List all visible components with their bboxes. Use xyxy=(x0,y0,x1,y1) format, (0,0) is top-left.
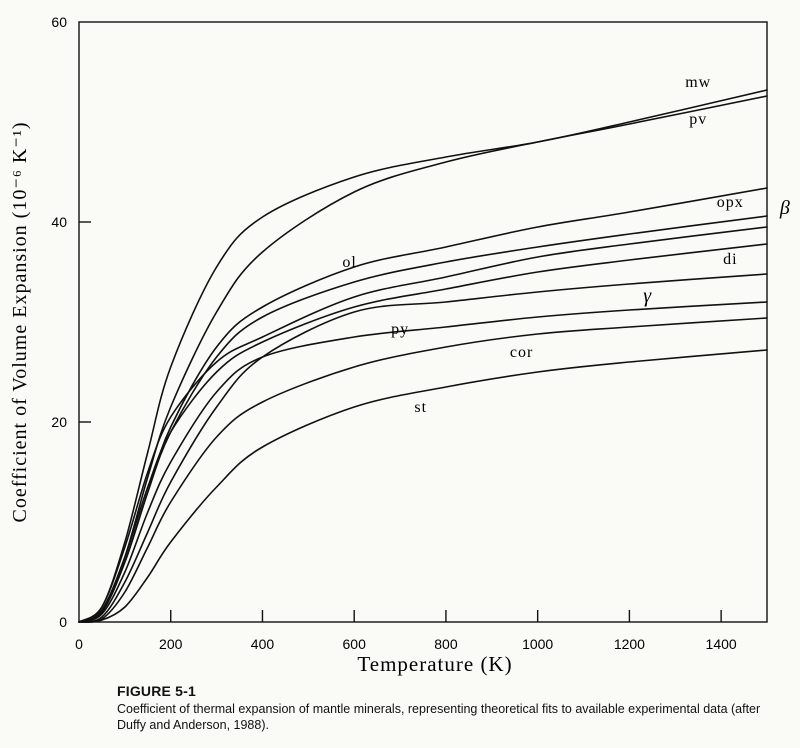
x-tick-label: 200 xyxy=(159,636,183,652)
curve-label: py xyxy=(391,321,409,338)
curve-label: mw xyxy=(685,74,711,91)
x-tick-label: 0 xyxy=(75,636,83,652)
series-line-py xyxy=(78,301,768,623)
series-line-γ xyxy=(78,273,768,623)
y-tick-label: 60 xyxy=(51,14,67,30)
y-tick-label: 0 xyxy=(59,614,67,630)
x-tick-label: 400 xyxy=(251,636,275,652)
figure-caption-block: FIGURE 5-1 Coefficient of thermal expans… xyxy=(117,683,777,733)
curve-label: ol xyxy=(342,254,356,271)
figure-number: FIGURE 5-1 xyxy=(117,683,197,699)
series-line-mw xyxy=(78,89,768,623)
series-line-β xyxy=(78,215,768,623)
curve-label: β xyxy=(779,197,791,219)
series-layer xyxy=(78,89,768,623)
x-tick-label: 1200 xyxy=(614,636,645,652)
series-line-di xyxy=(78,243,768,623)
x-tick-label: 1400 xyxy=(706,636,737,652)
x-axis-title: Temperature (K) xyxy=(357,652,512,676)
axis-ticks: 0 200 400 600 800 1000 1200 1400 0 20 40 60 xyxy=(51,14,736,652)
x-tick-label: 800 xyxy=(434,636,458,652)
y-tick-label: 20 xyxy=(51,414,67,430)
chart: 0 200 400 600 800 1000 1200 1400 0 20 40 60 mw pv opx… xyxy=(9,14,791,676)
y-axis-title: Coefficient of Volume Expansion (10⁻⁶ K⁻… xyxy=(9,121,31,522)
curve-label: st xyxy=(414,399,427,416)
series-line-ol xyxy=(78,226,768,623)
curve-label: pv xyxy=(689,111,707,128)
curve-label: γ xyxy=(643,285,652,307)
curve-label: di xyxy=(723,251,737,268)
figure-caption: Coefficient of thermal expansion of mant… xyxy=(117,702,761,732)
series-line-st xyxy=(78,349,768,623)
x-tick-label: 600 xyxy=(343,636,367,652)
curve-labels: mw pv opx β ol di γ py cor st xyxy=(342,74,791,416)
x-tick-label: 1000 xyxy=(522,636,553,652)
plot-frame xyxy=(78,21,768,623)
series-line-cor xyxy=(78,317,768,623)
curve-label: opx xyxy=(717,194,744,211)
y-tick-label: 40 xyxy=(51,214,67,230)
curve-label: cor xyxy=(510,344,533,361)
